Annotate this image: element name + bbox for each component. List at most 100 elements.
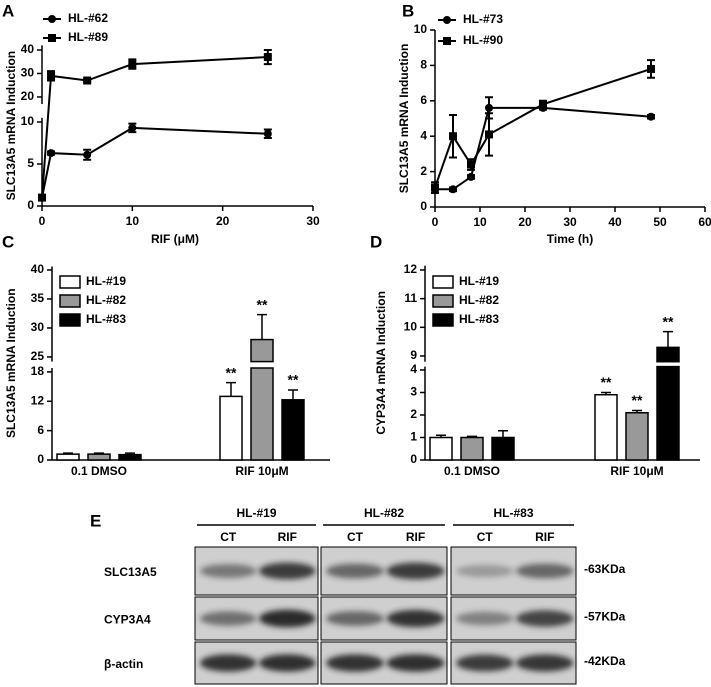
y-tick-label: 2 <box>420 164 427 178</box>
significance: ** <box>288 372 299 388</box>
x-tick-label: 0 <box>432 215 439 229</box>
lane-label: CT <box>477 530 494 544</box>
marker <box>647 112 655 121</box>
bar <box>250 338 274 363</box>
bar <box>281 399 305 461</box>
blot-band <box>326 654 384 672</box>
bar <box>250 367 274 461</box>
legend-marker <box>48 34 56 42</box>
blot-band <box>516 563 574 579</box>
marker <box>539 100 547 109</box>
y-tick-label: 0 <box>37 452 44 466</box>
x-tick-label: RIF 10μM <box>610 464 663 478</box>
marker <box>47 149 56 158</box>
x-tick-label: 10 <box>126 214 140 228</box>
lane-label: RIF <box>406 530 425 544</box>
legend-label: HL-#83 <box>86 312 126 326</box>
panel-letter: A <box>2 1 14 20</box>
y-tick-label: 10 <box>404 319 418 333</box>
y-tick-label: 10 <box>21 114 35 128</box>
x-tick-label: 60 <box>698 215 711 229</box>
marker <box>38 193 46 202</box>
panel-letter: E <box>90 511 101 530</box>
panel-letter: D <box>370 232 382 251</box>
legend-marker <box>443 37 451 45</box>
legend-label: HL-#82 <box>86 293 126 307</box>
marker <box>485 130 493 139</box>
bar <box>491 436 515 461</box>
legend-swatch <box>59 294 81 308</box>
lane-label: CT <box>220 530 237 544</box>
marker <box>431 183 439 192</box>
bar <box>219 395 243 461</box>
bar <box>118 453 142 461</box>
x-tick-label: 30 <box>563 215 577 229</box>
significance: ** <box>226 364 237 380</box>
y-tick-label: 4 <box>420 128 427 142</box>
y-tick-label: 1 <box>410 430 417 444</box>
marker <box>467 160 475 169</box>
marker <box>263 53 272 62</box>
error-bar <box>257 313 267 340</box>
error-bar <box>663 330 673 348</box>
blot-band <box>326 611 384 626</box>
row-label: SLC13A5 <box>104 565 157 579</box>
bar <box>56 453 80 461</box>
blot-band <box>199 611 257 626</box>
marker <box>467 172 475 181</box>
marker <box>128 123 137 132</box>
size-label: -42KDa <box>584 654 626 668</box>
bar <box>594 393 618 461</box>
x-tick-label: 10 <box>473 215 487 229</box>
blot-band <box>456 564 514 578</box>
significance: ** <box>601 374 612 390</box>
legend-label: HL-#19 <box>459 274 499 288</box>
blot-band <box>516 610 574 627</box>
legend-label: HL-#62 <box>68 11 108 25</box>
y-axis-title: SLC13A5 mRNA Induction <box>4 288 18 438</box>
legend-marker <box>48 15 56 23</box>
y-axis-title: SLC13A5 mRNA Induction <box>4 51 18 201</box>
blot-band <box>386 654 445 672</box>
size-label: -57KDa <box>584 610 626 624</box>
series-line <box>41 126 268 198</box>
y-tick-label: 6 <box>420 93 427 107</box>
x-tick-label: RIF 10μM <box>235 464 288 478</box>
blot-band <box>258 562 316 580</box>
y-tick-label: 11 <box>404 291 417 305</box>
error-bar <box>436 434 446 438</box>
marker <box>647 64 655 73</box>
legend-swatch <box>59 313 81 327</box>
x-tick-label: 20 <box>518 215 532 229</box>
panel-letter: C <box>2 232 14 251</box>
y-tick-label: 10 <box>414 22 428 36</box>
blot-band <box>456 654 514 672</box>
marker <box>263 129 272 138</box>
y-tick-label: 9 <box>410 348 417 362</box>
blot-band <box>386 562 445 580</box>
legend-label: HL-#90 <box>463 33 503 47</box>
error-bar <box>467 435 477 438</box>
significance: ** <box>632 392 643 408</box>
row-label: β-actin <box>104 657 143 671</box>
x-axis-title: Time (h) <box>547 232 593 246</box>
blot-band <box>199 654 257 672</box>
x-tick-label: 0 <box>39 214 46 228</box>
y-tick-label: 18 <box>31 364 45 378</box>
marker <box>83 76 92 85</box>
lane-label: RIF <box>278 530 297 544</box>
legend-label: HL-#19 <box>86 274 126 288</box>
x-tick-label: 50 <box>653 215 667 229</box>
marker <box>449 185 457 194</box>
error-bar <box>632 409 642 413</box>
marker <box>47 71 56 80</box>
y-tick-label: 35 <box>31 291 45 305</box>
error-bar <box>498 429 508 438</box>
group-label: HL-#19 <box>236 506 276 520</box>
blot-band <box>199 564 257 578</box>
bar <box>625 411 649 461</box>
blot-band <box>258 609 316 628</box>
error-bar <box>125 452 135 455</box>
legend-swatch <box>432 313 454 327</box>
